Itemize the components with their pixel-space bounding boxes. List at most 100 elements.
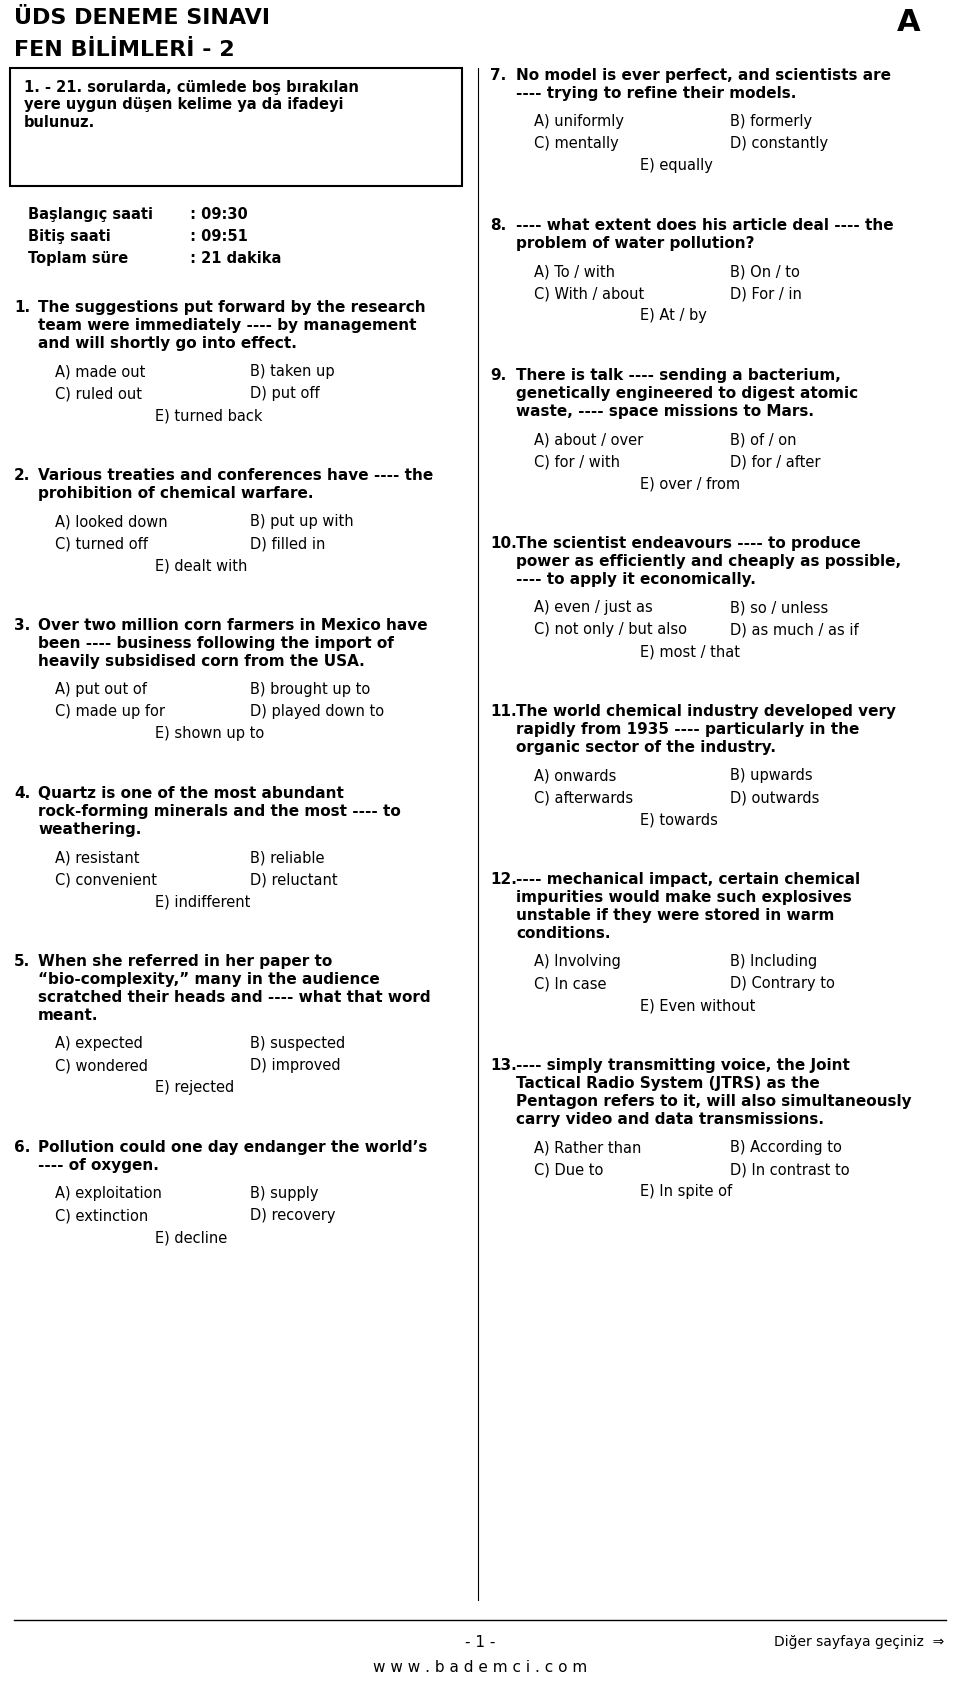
Text: D) put off: D) put off [250,386,320,401]
Text: There is talk ---- sending a bacterium,: There is talk ---- sending a bacterium, [516,367,841,382]
Text: waste, ---- space missions to Mars.: waste, ---- space missions to Mars. [516,404,814,420]
Text: FEN BİLİMLERİ - 2: FEN BİLİMLERİ - 2 [14,41,234,59]
Text: E) turned back: E) turned back [155,408,262,423]
Text: Quartz is one of the most abundant: Quartz is one of the most abundant [38,787,344,800]
Text: heavily subsidised corn from the USA.: heavily subsidised corn from the USA. [38,655,365,668]
Text: 12.: 12. [490,871,516,887]
Text: ---- of oxygen.: ---- of oxygen. [38,1157,158,1173]
Text: B) Including: B) Including [730,954,817,970]
Text: 4.: 4. [14,787,31,800]
Text: E) towards: E) towards [640,812,718,827]
Text: A) put out of: A) put out of [55,682,147,697]
Text: D) as much / as if: D) as much / as if [730,623,858,636]
Text: Başlangıç saati: Başlangıç saati [28,206,153,222]
Text: unstable if they were stored in warm: unstable if they were stored in warm [516,909,834,924]
Text: power as efficiently and cheaply as possible,: power as efficiently and cheaply as poss… [516,553,901,569]
Text: A) even / just as: A) even / just as [534,601,653,614]
Text: A) made out: A) made out [55,364,145,379]
Text: 13.: 13. [490,1058,516,1073]
Text: problem of water pollution?: problem of water pollution? [516,235,755,250]
Text: E) Even without: E) Even without [640,998,756,1014]
Text: C) In case: C) In case [534,976,607,992]
Text: D) In contrast to: D) In contrast to [730,1162,850,1178]
Text: 9.: 9. [490,367,506,382]
Text: ---- what extent does his article deal ---- the: ---- what extent does his article deal -… [516,218,894,233]
Text: C) for / with: C) for / with [534,453,620,469]
Text: team were immediately ---- by management: team were immediately ---- by management [38,318,417,333]
Text: The scientist endeavours ---- to produce: The scientist endeavours ---- to produce [516,536,861,552]
Text: 8.: 8. [490,218,506,233]
Text: C) made up for: C) made up for [55,704,165,719]
Text: “bio-complexity,” many in the audience: “bio-complexity,” many in the audience [38,971,380,986]
Text: 6.: 6. [14,1140,31,1156]
Text: E) At / by: E) At / by [640,308,707,323]
Text: C) turned off: C) turned off [55,536,148,552]
Text: E) over / from: E) over / from [640,475,740,491]
Text: B) of / on: B) of / on [730,431,797,447]
Text: Pollution could one day endanger the world’s: Pollution could one day endanger the wor… [38,1140,427,1156]
Text: Over two million corn farmers in Mexico have: Over two million corn farmers in Mexico … [38,618,427,633]
Text: D) Contrary to: D) Contrary to [730,976,835,992]
Text: D) improved: D) improved [250,1058,341,1073]
Text: A) looked down: A) looked down [55,514,168,530]
Text: 5.: 5. [14,954,31,970]
Text: A) Rather than: A) Rather than [534,1140,641,1156]
Text: C) Due to: C) Due to [534,1162,604,1178]
Text: meant.: meant. [38,1008,99,1024]
Text: Bitiş saati: Bitiş saati [28,228,110,244]
Text: Diğer sayfaya geçiniz  ⇒: Diğer sayfaya geçiniz ⇒ [774,1634,944,1650]
Text: B) so / unless: B) so / unless [730,601,828,614]
Text: The suggestions put forward by the research: The suggestions put forward by the resea… [38,299,425,315]
Text: rock-forming minerals and the most ---- to: rock-forming minerals and the most ---- … [38,804,400,819]
Text: D) For / in: D) For / in [730,286,802,301]
Text: C) wondered: C) wondered [55,1058,148,1073]
Text: genetically engineered to digest atomic: genetically engineered to digest atomic [516,386,858,401]
Text: 10.: 10. [490,536,516,552]
Text: 11.: 11. [490,704,516,719]
Text: D) constantly: D) constantly [730,135,828,151]
Text: 1.: 1. [14,299,30,315]
Text: A) To / with: A) To / with [534,264,615,279]
Text: A) uniformly: A) uniformly [534,113,624,129]
Text: prohibition of chemical warfare.: prohibition of chemical warfare. [38,486,314,501]
Text: ---- mechanical impact, certain chemical: ---- mechanical impact, certain chemical [516,871,860,887]
Text: rapidly from 1935 ---- particularly in the: rapidly from 1935 ---- particularly in t… [516,722,859,738]
Text: impurities would make such explosives: impurities would make such explosives [516,890,852,905]
Text: conditions.: conditions. [516,926,611,941]
Text: D) outwards: D) outwards [730,790,820,805]
Text: D) recovery: D) recovery [250,1208,335,1223]
Text: D) filled in: D) filled in [250,536,325,552]
Text: C) not only / but also: C) not only / but also [534,623,687,636]
Bar [10,68,462,186]
Text: B) brought up to: B) brought up to [250,682,371,697]
Text: B) upwards: B) upwards [730,768,812,783]
Text: ÜDS DENEME SINAVI: ÜDS DENEME SINAVI [14,8,270,29]
Text: E) In spite of: E) In spite of [640,1184,732,1200]
Text: C) afterwards: C) afterwards [534,790,634,805]
Text: A: A [897,8,920,37]
Text: Toplam süre: Toplam süre [28,250,129,266]
Text: D) reluctant: D) reluctant [250,871,338,887]
Text: B) put up with: B) put up with [250,514,353,530]
Text: No model is ever perfect, and scientists are: No model is ever perfect, and scientists… [516,68,891,83]
Text: carry video and data transmissions.: carry video and data transmissions. [516,1112,824,1127]
Text: w w w . b a d e m c i . c o m: w w w . b a d e m c i . c o m [372,1660,588,1675]
Text: E) decline: E) decline [155,1230,228,1245]
Text: C) extinction: C) extinction [55,1208,148,1223]
Text: B) taken up: B) taken up [250,364,335,379]
Text: B) On / to: B) On / to [730,264,800,279]
Text: : 21 dakika: : 21 dakika [185,250,281,266]
Text: organic sector of the industry.: organic sector of the industry. [516,739,776,755]
Text: : 09:51: : 09:51 [185,228,248,244]
Text: A) Involving: A) Involving [534,954,621,970]
Text: C) mentally: C) mentally [534,135,619,151]
Text: E) most / that: E) most / that [640,645,740,658]
Text: C) convenient: C) convenient [55,871,157,887]
Text: E) rejected: E) rejected [155,1079,234,1095]
Text: B) According to: B) According to [730,1140,842,1156]
Text: A) expected: A) expected [55,1036,143,1051]
Text: 3.: 3. [14,618,31,633]
Text: B) suspected: B) suspected [250,1036,346,1051]
Text: 1. - 21. sorularda, cümlede boş bırakılan
yere uygun düşen kelime ya da ifadeyi
: 1. - 21. sorularda, cümlede boş bırakıla… [24,80,359,130]
Text: C) ruled out: C) ruled out [55,386,142,401]
